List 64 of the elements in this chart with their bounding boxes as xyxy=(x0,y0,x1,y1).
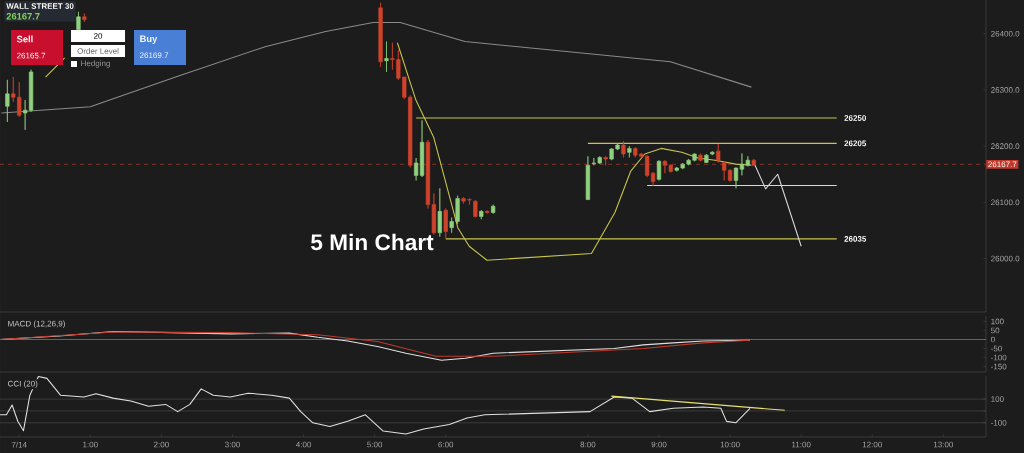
y-tick-label: 100 xyxy=(991,396,1004,402)
data-label: 26205 xyxy=(844,140,867,147)
candlestick xyxy=(656,159,662,181)
x-tick-label: 1:00 xyxy=(83,441,98,448)
candlestick xyxy=(485,209,490,214)
y-tick-label: 26000.0 xyxy=(991,255,1020,262)
candlestick xyxy=(479,209,484,220)
x-tick-label: 2:00 xyxy=(154,441,169,448)
x-tick-label: 8:00 xyxy=(580,441,596,448)
x-tick-label: 3:00 xyxy=(225,441,240,448)
y-tick-label: 26200.0 xyxy=(991,143,1020,149)
line-series xyxy=(0,21,752,114)
y-tick-label: 0 xyxy=(991,336,995,343)
ref-line-label: 26167.7 xyxy=(988,161,1017,168)
x-tick-label: 13:00 xyxy=(933,441,954,448)
x-tick-label: 9:00 xyxy=(651,441,667,448)
candlestick xyxy=(698,153,703,162)
x-tick-label: 7/14 xyxy=(11,441,27,448)
annotation: CCI (20) xyxy=(8,380,38,389)
y-tick-label: -150 xyxy=(991,363,1007,370)
candlestick xyxy=(603,155,608,166)
y-tick-label: 50 xyxy=(991,327,1000,334)
annotation: 20 xyxy=(93,33,103,39)
x-tick-label: 6:00 xyxy=(438,441,454,448)
candlestick xyxy=(437,187,442,237)
annotation: MACD (12,26,9) xyxy=(8,320,65,329)
y-tick-label: -100 xyxy=(991,419,1007,426)
candlestick xyxy=(627,145,632,158)
candlestick xyxy=(82,13,87,23)
annotation: 26165.7 xyxy=(17,52,46,59)
annotation: 5 Min Chart xyxy=(310,233,434,251)
candlestick xyxy=(585,155,591,201)
data-label: 26250 xyxy=(844,115,866,121)
candlestick xyxy=(378,2,383,68)
x-tick-label: 4:00 xyxy=(295,441,312,448)
candlestick xyxy=(5,79,10,123)
y-tick-label: -100 xyxy=(991,354,1007,361)
candlestick xyxy=(473,199,478,218)
candlestick xyxy=(491,204,496,214)
x-tick-label: 5:00 xyxy=(367,441,383,448)
y-tick-label: 100 xyxy=(991,318,1004,325)
candlestick xyxy=(716,143,721,163)
candlestick xyxy=(76,11,81,32)
candlestick xyxy=(733,167,739,189)
y-tick-label: -50 xyxy=(991,345,1002,352)
text: 26167.7 xyxy=(6,13,40,20)
annotation: Hedging xyxy=(81,60,110,68)
annotation: Order Level xyxy=(77,48,119,54)
candlestick xyxy=(443,208,448,239)
x-tick-label: 12:00 xyxy=(862,441,882,448)
candlestick xyxy=(621,140,626,158)
y-tick-label: 26100.0 xyxy=(991,199,1020,206)
y-tick-label: 26300.0 xyxy=(991,87,1020,93)
annotation: 26169.7 xyxy=(140,52,169,59)
line-series xyxy=(0,376,751,435)
x-tick-label: 11:00 xyxy=(792,441,811,448)
chart-title: WALL STREET 30 xyxy=(6,3,74,9)
annotation: Buy xyxy=(140,35,158,44)
candlestick xyxy=(384,41,389,73)
data-label: 26035 xyxy=(844,236,867,242)
y-tick-label: 26400.0 xyxy=(991,30,1020,37)
annotation: Sell xyxy=(16,35,33,43)
candlestick xyxy=(751,158,756,167)
x-tick-label: 10:00 xyxy=(720,441,740,448)
